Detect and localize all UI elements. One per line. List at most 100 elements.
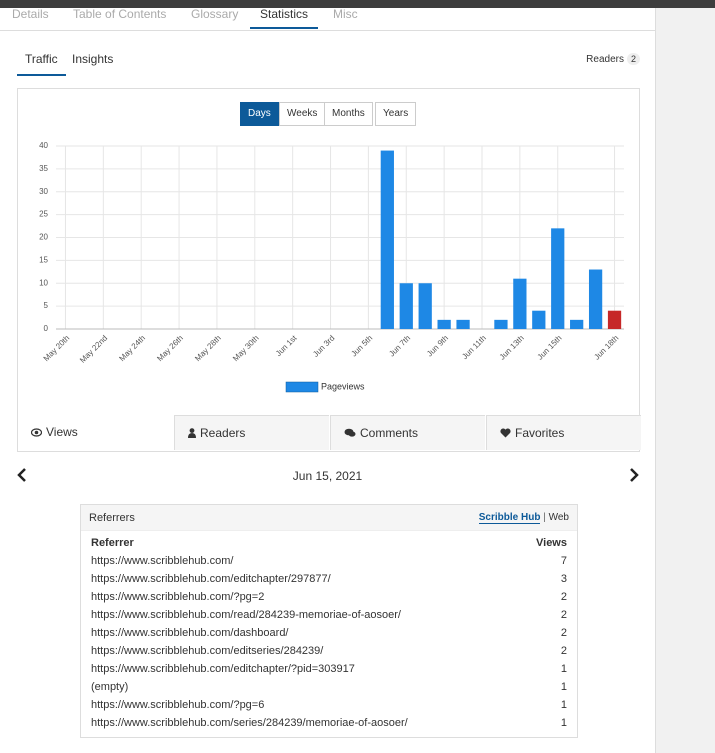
y-tick-label: 40 [39,141,48,150]
referrer-url: https://www.scribblehub.com/editseries/2… [91,645,324,657]
x-tick-label: Jun 13th [498,334,526,362]
bar [588,269,603,329]
metric-tab-label: Favorites [515,426,565,440]
referrer-views: 2 [560,627,567,639]
referrer-views: 2 [560,645,567,657]
bar [456,319,470,329]
legend-swatch [285,381,319,393]
x-tick-label: May 20th [42,334,72,364]
referrer-row: https://www.scribblehub.com/dashboard/2 [91,627,567,639]
referrer-views: 3 [560,573,567,585]
referrer-url: https://www.scribblehub.com/editchapter/… [91,663,355,675]
subtab[interactable]: Traffic [17,52,66,76]
referrer-row: https://www.scribblehub.com/?pg=6 1 [91,699,567,711]
referrers-header: Referrers Scribble Hub | Web [81,505,577,531]
referrer-row: https://www.scribblehub.com/editchapter/… [91,573,567,585]
metric-tab[interactable]: Views [18,415,173,450]
x-tick-label: Jun 1st [274,333,299,358]
tab[interactable]: Misc [333,7,358,21]
x-tick-label: Jun 11th [460,334,488,362]
source-toggle: Scribble Hub | Web [478,512,569,524]
referrer-url: (empty) [91,681,129,693]
panel: Details Table of Contents Glossary Statisti… [0,7,656,753]
tab-bar: Details Table of Contents Glossary Statisti… [0,7,655,31]
readers-count: Readers 2 [586,53,640,65]
referrer-row: https://www.scribblehub.com/editseries/2… [91,645,567,657]
bar [437,319,451,329]
separator: | [543,512,546,523]
referrer-url: https://www.scribblehub.com/series/28423… [91,717,408,729]
column-header: Views [536,537,567,549]
tab[interactable]: Details [12,7,49,21]
referrer-row: https://www.scribblehub.com/?pg=2 2 [91,591,567,603]
bar [380,150,394,329]
top-bar [0,0,715,8]
x-tick-label: May 28th [193,334,223,364]
comment-icon [344,428,356,437]
eye-icon [30,428,43,437]
range-button[interactable]: Months [324,102,373,126]
x-tick-label: Jun 5th [349,334,374,359]
tab[interactable]: Glossary [191,7,239,21]
y-tick-label: 20 [39,233,48,242]
y-tick-label: 0 [44,324,49,333]
x-tick-label: Jun 9th [425,334,450,359]
referrer-views: 1 [560,699,567,711]
referrer-views: 2 [560,591,567,603]
referrer-views: 1 [560,681,567,693]
metric-tab-label: Readers [200,426,246,440]
source-link[interactable]: Web [548,512,569,523]
source-link[interactable]: Scribble Hub [478,512,541,524]
x-tick-label: Jun 7th [387,334,412,359]
tab[interactable]: Table of Contents [73,7,167,21]
referrer-views: 1 [560,717,567,729]
bar [570,319,584,329]
readers-badge: 2 [626,53,640,65]
y-tick-label: 25 [39,210,48,219]
table-header: Referrer Views [91,537,567,549]
x-tick-label: Jun 3rd [311,334,336,359]
metric-tab[interactable]: Favorites [486,415,641,450]
legend-label: Pageviews [321,381,365,391]
referrer-row: https://www.scribblehub.com/read/284239-… [91,609,567,621]
tab[interactable]: Statistics [250,7,319,29]
metric-tab-label: Comments [360,426,419,440]
y-tick-label: 15 [39,255,48,264]
referrers-box: Referrers Scribble Hub | Web Referrer Vie… [80,504,578,738]
x-tick-label: Jun 15th [536,334,564,362]
bar [494,319,508,329]
referrer-url: https://www.scribblehub.com/?pg=2 [91,591,265,603]
bar [532,310,546,329]
referrer-row: (empty) 1 [91,681,567,693]
referrer-url: https://www.scribblehub.com/?pg=6 [91,699,265,711]
prev-arrow[interactable] [16,467,28,483]
bar [418,283,432,329]
referrer-url: https://www.scribblehub.com/read/284239-… [91,609,401,621]
y-tick-label: 30 [39,187,48,196]
metric-tab-label: Views [46,425,78,439]
bar [513,278,527,329]
referrer-views: 2 [560,609,567,621]
current-date: Jun 15, 2021 [292,469,363,483]
chart: 0 5 10 15 20 25 30 35 40 May 20th May 22nd May 24th… [39,141,624,393]
referrer-views: 1 [560,663,567,675]
referrer-row: https://www.scribblehub.com/editchapter/… [91,663,567,675]
metric-tab[interactable]: Comments [330,415,485,450]
bar [399,283,413,329]
metric-tab[interactable]: Readers [174,415,329,450]
x-tick-label: May 30th [231,334,261,364]
bar [607,310,622,329]
range-button[interactable]: Days [240,102,279,126]
referrer-url: https://www.scribblehub.com/ [91,555,234,567]
readers-label: Readers [586,54,624,65]
chart-box: Days Weeks Months Years 0 5 10 15 20 25 30 35 40 May… [17,88,641,452]
x-tick-label: May 22nd [78,334,109,365]
subtab[interactable]: Insights [72,52,114,66]
y-tick-label: 35 [39,164,48,173]
range-button[interactable]: Years [375,102,417,126]
y-tick-label: 10 [39,278,48,287]
bar [551,228,565,329]
range-button[interactable]: Weeks [279,102,326,126]
next-arrow[interactable] [628,467,640,483]
